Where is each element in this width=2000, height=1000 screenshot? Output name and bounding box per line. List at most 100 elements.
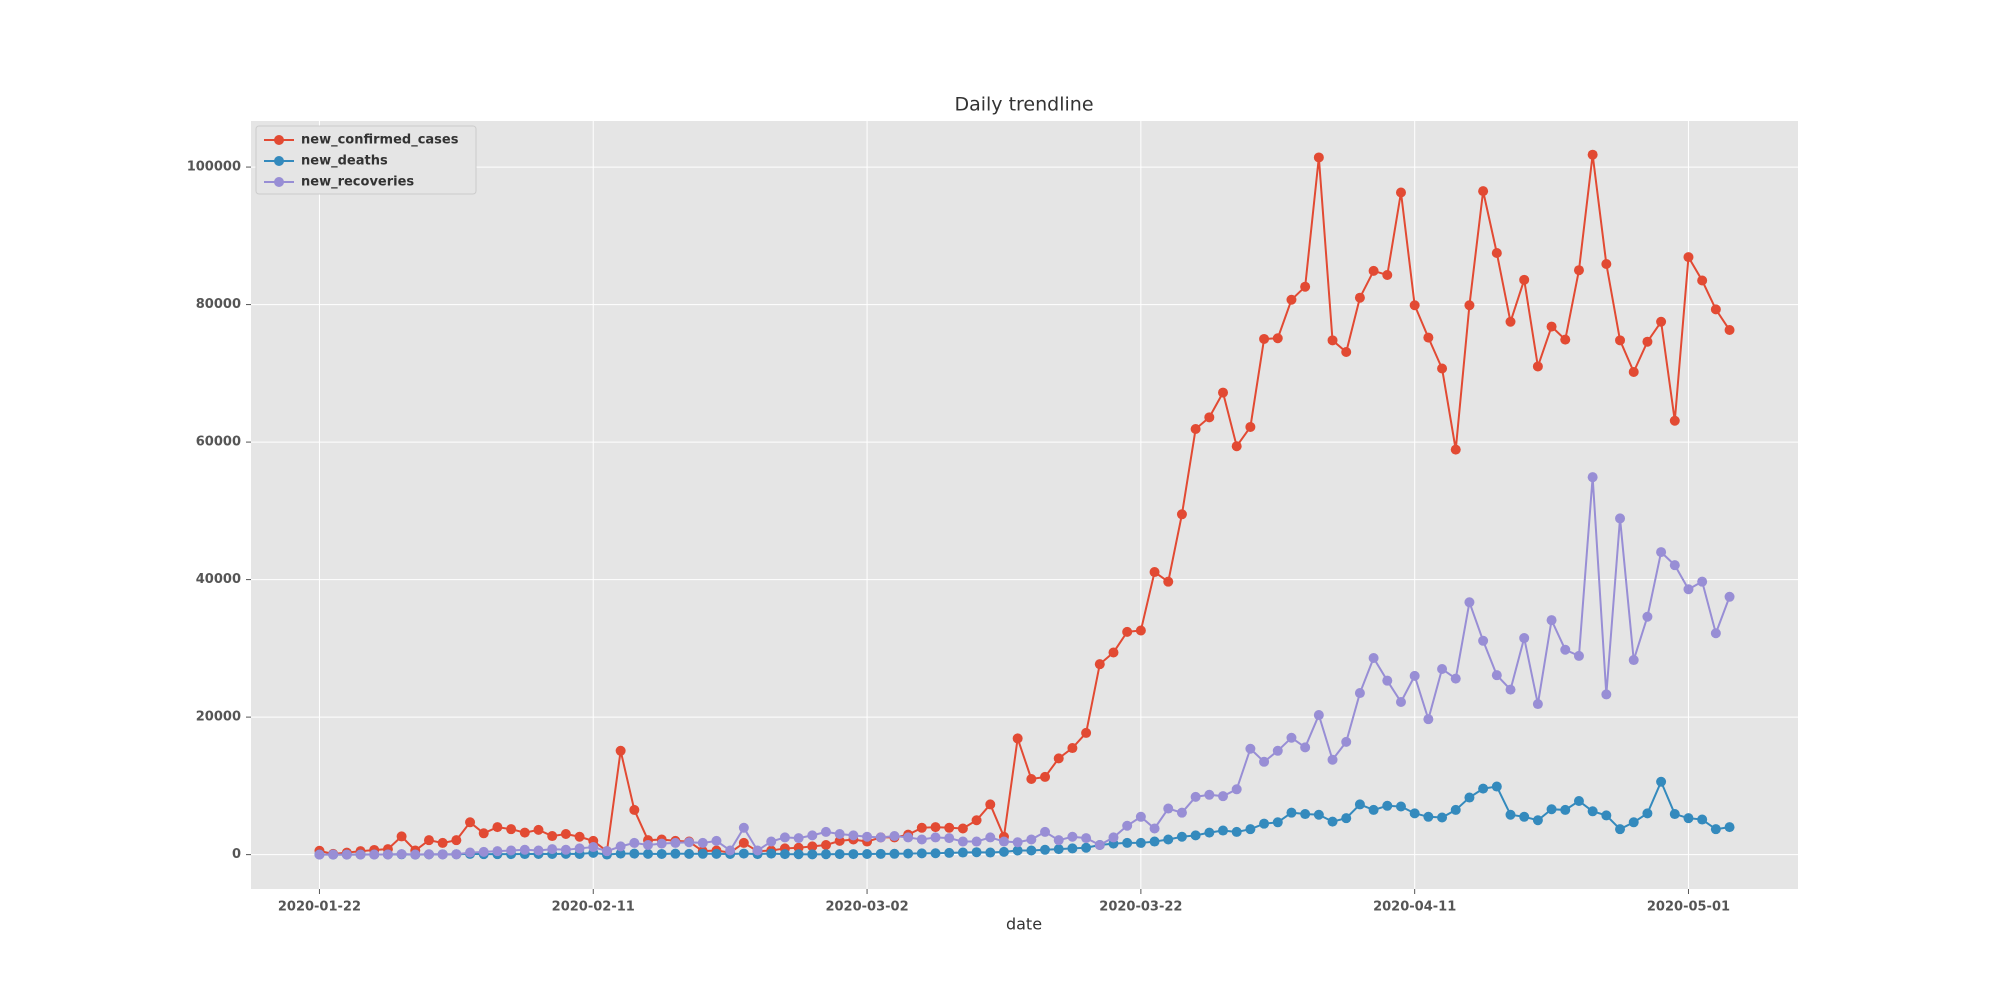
marker	[1478, 186, 1489, 197]
marker	[985, 799, 996, 810]
marker	[519, 844, 530, 855]
marker	[1163, 803, 1174, 814]
grid	[251, 121, 1798, 889]
marker	[1615, 824, 1626, 835]
marker	[1560, 804, 1571, 815]
marker	[834, 828, 845, 839]
x-tick-label: 2020-03-22	[1099, 900, 1182, 915]
marker	[1724, 822, 1735, 833]
marker	[1341, 347, 1352, 358]
marker	[820, 826, 831, 837]
marker	[1628, 366, 1639, 377]
marker	[1190, 424, 1201, 435]
marker	[1081, 842, 1092, 853]
marker	[1532, 361, 1543, 372]
marker	[1560, 644, 1571, 655]
marker	[1135, 837, 1146, 848]
marker	[807, 841, 818, 852]
marker	[629, 848, 640, 859]
marker	[643, 848, 654, 859]
marker	[1546, 321, 1557, 332]
marker	[875, 832, 886, 843]
legend-label: new_deaths	[301, 154, 388, 169]
marker	[971, 847, 982, 858]
marker	[1669, 415, 1680, 426]
marker	[1409, 670, 1420, 681]
marker	[1108, 647, 1119, 658]
marker	[670, 837, 681, 848]
marker	[1628, 655, 1639, 666]
marker	[1040, 844, 1051, 855]
marker	[1231, 784, 1242, 795]
marker	[1190, 830, 1201, 841]
marker	[519, 827, 530, 838]
marker	[1368, 652, 1379, 663]
legend-marker	[274, 135, 284, 145]
marker	[779, 849, 790, 860]
marker	[903, 848, 914, 859]
marker	[985, 847, 996, 858]
y-tick-label: 0	[232, 847, 241, 862]
marker	[1354, 688, 1365, 699]
y-tick-label: 40000	[196, 572, 241, 587]
marker	[903, 832, 914, 843]
x-tick-label: 2020-04-11	[1373, 900, 1456, 915]
marker	[656, 848, 667, 859]
marker	[1176, 509, 1187, 520]
marker	[451, 849, 462, 860]
marker	[738, 837, 749, 848]
marker	[1505, 316, 1516, 327]
plot-background	[251, 121, 1798, 889]
plot-area	[314, 149, 1735, 860]
marker	[382, 849, 393, 860]
marker	[1546, 615, 1557, 626]
marker	[1532, 699, 1543, 710]
marker	[807, 849, 818, 860]
marker	[1313, 710, 1324, 721]
marker	[1313, 809, 1324, 820]
marker	[478, 846, 489, 857]
marker	[1094, 659, 1105, 670]
marker	[875, 848, 886, 859]
marker	[492, 822, 503, 833]
marker	[1300, 281, 1311, 292]
marker	[1040, 771, 1051, 782]
marker	[1149, 823, 1160, 834]
marker	[1478, 783, 1489, 794]
marker	[574, 843, 585, 854]
marker	[1122, 837, 1133, 848]
marker	[1231, 826, 1242, 837]
marker	[998, 846, 1009, 857]
marker	[820, 849, 831, 860]
marker	[506, 845, 517, 856]
marker	[944, 822, 955, 833]
legend-marker	[274, 156, 284, 166]
marker	[1601, 689, 1612, 700]
marker	[862, 849, 873, 860]
marker	[1724, 325, 1735, 336]
marker	[355, 849, 366, 860]
marker	[1697, 576, 1708, 587]
marker	[1683, 813, 1694, 824]
marker	[1683, 252, 1694, 263]
marker	[1135, 811, 1146, 822]
marker	[1286, 807, 1297, 818]
marker	[492, 846, 503, 857]
marker	[1491, 670, 1502, 681]
marker	[1573, 795, 1584, 806]
marker	[656, 838, 667, 849]
legend: new_confirmed_cases new_deaths new_recover…	[255, 125, 477, 195]
marker	[1081, 833, 1092, 844]
marker	[1395, 696, 1406, 707]
marker	[1724, 591, 1735, 602]
marker	[916, 848, 927, 859]
marker	[314, 849, 325, 860]
marker	[1573, 650, 1584, 661]
marker	[1026, 834, 1037, 845]
marker	[1532, 815, 1543, 826]
marker	[1382, 270, 1393, 281]
y-tick-label: 100000	[187, 160, 241, 175]
marker	[1053, 753, 1064, 764]
marker	[1218, 791, 1229, 802]
marker	[848, 830, 859, 841]
